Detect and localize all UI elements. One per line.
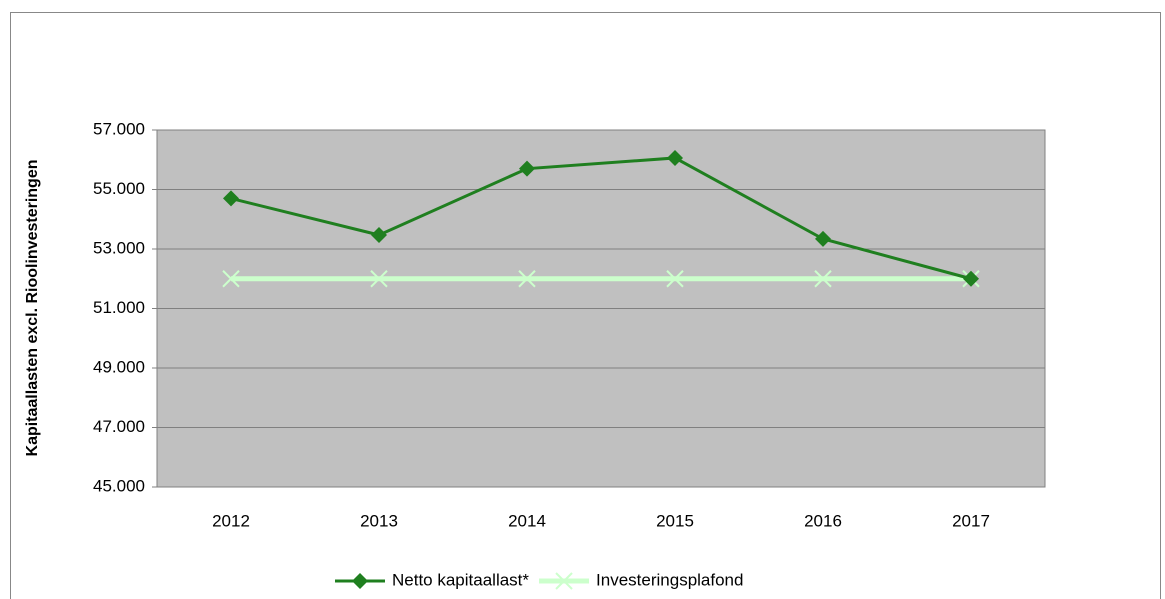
series-line [230,156,972,281]
point [222,270,240,288]
point [223,190,239,207]
legend-label: Investeringsplafond [596,570,743,589]
x-tick-label: 2012 [212,511,250,530]
x-tick-label: 2014 [508,511,546,530]
y-tick-label: 47.000 [93,417,145,436]
point [666,270,684,288]
point [555,572,573,590]
point [963,270,979,287]
x-tick-label: 2016 [804,511,842,530]
y-tick-label: 45.000 [93,476,145,495]
legend-label: Netto kapitaallast* [392,570,529,589]
point [519,160,535,177]
point [371,227,387,244]
y-axis-label: Kapitaallasten excl. Rioolinvesteringen [24,160,41,457]
point [815,230,831,247]
y-tick-label: 55.000 [93,179,145,198]
point [370,270,388,288]
y-tick-label: 49.000 [93,357,145,376]
point [814,270,832,288]
y-tick-label: 57.000 [93,119,145,138]
point [667,149,683,166]
point [518,270,536,288]
x-tick-label: 2017 [952,511,990,530]
x-tick-label: 2013 [360,511,398,530]
y-tick-label: 51.000 [93,298,145,317]
point [352,573,368,589]
x-tick-label: 2015 [656,511,694,530]
y-tick-label: 53.000 [93,238,145,257]
